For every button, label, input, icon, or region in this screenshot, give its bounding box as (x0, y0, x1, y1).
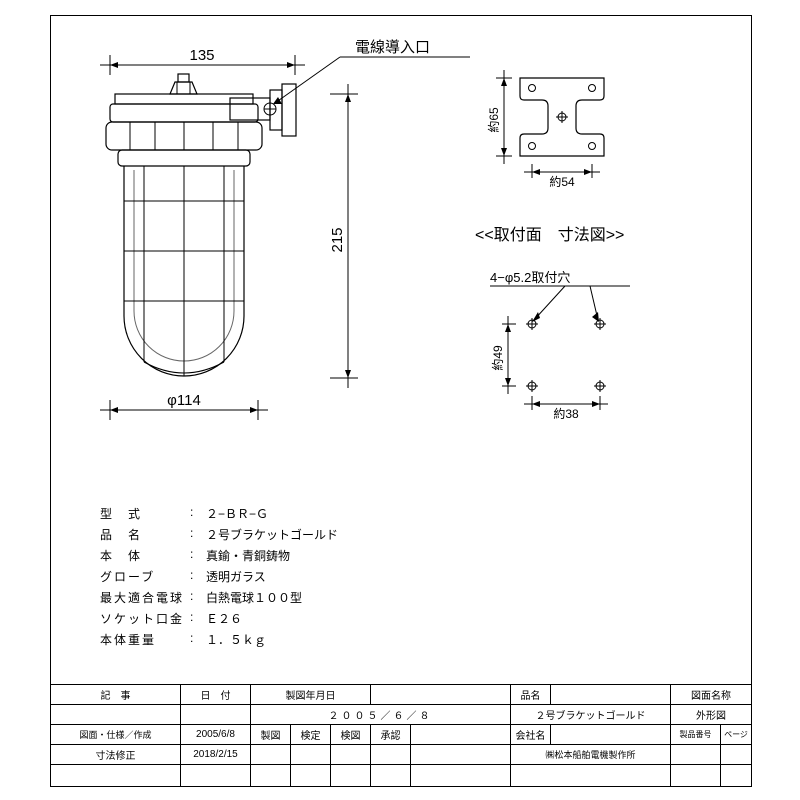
dim-bracket-w: 約54 (549, 174, 575, 189)
spec-weight-lbl: 本体重量 (100, 631, 190, 648)
dim-width-top: 135 (189, 47, 214, 64)
tb-mfgdate-lbl: 製図年月日 (251, 685, 371, 705)
spec-globe-lbl: グローブ (100, 568, 190, 585)
tb-row1a: 図面・仕様／作成 (51, 725, 181, 745)
tb-row2b: 2018/2/15 (181, 745, 251, 765)
tb-dwg: 外形図 (671, 705, 751, 725)
tb-remarks-lbl: 記 事 (51, 685, 181, 705)
tb-row1c3: 検図 (331, 725, 371, 745)
spec-bulb-val: 白熱電球１００型 (206, 589, 302, 606)
spec-socket-lbl: ソケット口金 (100, 610, 190, 627)
spec-body-lbl: 本 体 (100, 547, 190, 564)
spec-globe-val: 透明ガラス (206, 568, 266, 585)
spec-bulb-lbl: 最大適合電球 (100, 589, 190, 606)
label-cable-entry: 電線導入口 (355, 39, 430, 56)
dim-hole-v: 約49 (490, 345, 505, 371)
spec-body-val: 真鍮・青銅鋳物 (206, 547, 290, 564)
tb-name-lbl: 品名 (511, 685, 551, 705)
spec-model-lbl: 型 式 (100, 505, 190, 522)
spec-weight-val: １．５ｋｇ (206, 631, 266, 648)
tb-date-lbl: 日 付 (181, 685, 251, 705)
drawing-sheet: 135 (0, 0, 800, 800)
label-mount-holes: 4−φ5.2取付穴 (490, 270, 570, 285)
tb-row1b: 2005/6/8 (181, 725, 251, 745)
tb-name: ２号ブラケットゴールド (511, 705, 671, 725)
tb-num-lbl: 製品番号 (671, 725, 721, 745)
tb-mfgdate: ２００５／６／８ (251, 705, 511, 725)
spec-socket-val: Ｅ２６ (206, 610, 242, 627)
tb-row2a: 寸法修正 (51, 745, 181, 765)
tb-dwg-lbl: 図面名称 (671, 685, 751, 705)
dim-diameter: φ114 (167, 392, 201, 409)
tb-row1c2: 検定 (291, 725, 331, 745)
drawing-svg: 135 (0, 0, 800, 520)
tb-comp: ㈱松本船舶電機製作所 (511, 745, 671, 765)
title-block: 記 事 日 付 製図年月日 品名 図面名称 ２００５／６／８ ２号ブラケットゴー… (50, 684, 752, 786)
dim-height: 215 (329, 227, 346, 252)
spec-list: 型 式:２−ＢＲ−Ｇ 品 名:２号ブラケットゴールド 本 体:真鍮・青銅鋳物 グ… (100, 505, 460, 652)
spec-model-val: ２−ＢＲ−Ｇ (206, 505, 268, 522)
tb-page-lbl: ページ (721, 725, 751, 745)
label-mount-plane: <<取付面 寸法図>> (475, 226, 624, 244)
tb-row1c4: 承認 (371, 725, 411, 745)
tb-comp-lbl: 会社名 (511, 725, 551, 745)
dim-bracket-h: 約65 (486, 107, 501, 133)
dim-hole-h: 約38 (553, 406, 579, 421)
tb-row1c1: 製図 (251, 725, 291, 745)
spec-name-lbl: 品 名 (100, 526, 190, 543)
spec-name-val: ２号ブラケットゴールド (206, 526, 338, 543)
